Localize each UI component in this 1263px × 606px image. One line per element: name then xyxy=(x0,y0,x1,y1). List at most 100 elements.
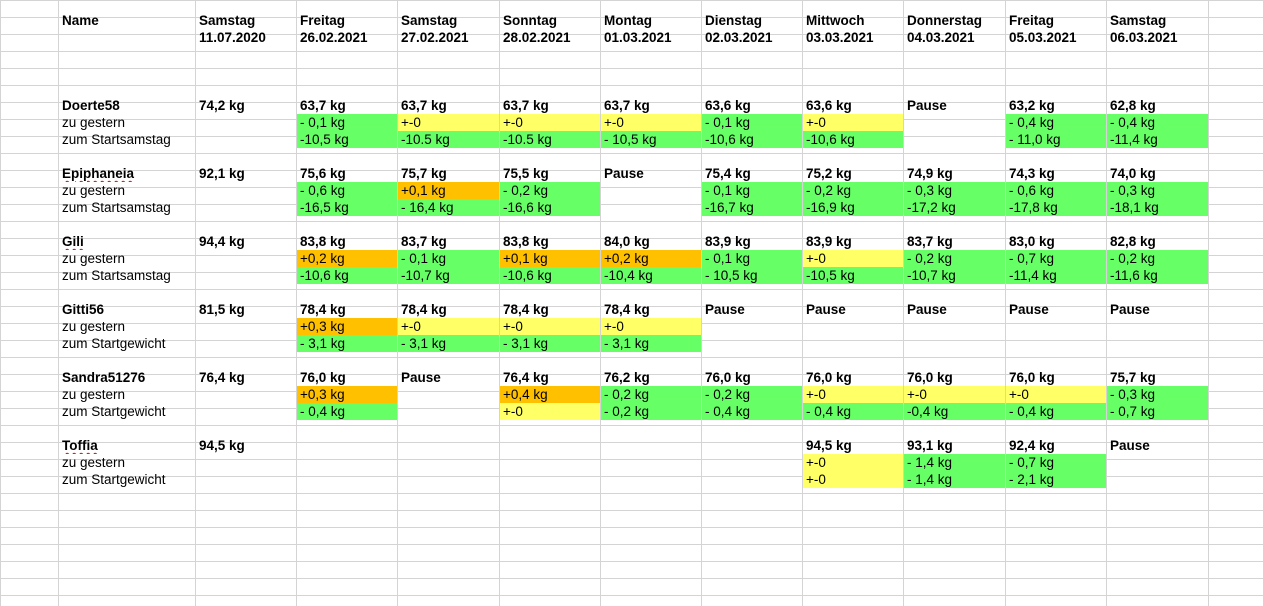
change-cell[interactable]: -18,1 kg xyxy=(1107,199,1208,216)
change-cell[interactable]: - 3,1 kg xyxy=(601,335,701,352)
change-cell[interactable]: - 0,4 kg xyxy=(297,403,397,420)
weight-cell[interactable]: 83,8 kg xyxy=(500,233,600,250)
change-cell[interactable]: -17,8 kg xyxy=(1006,199,1106,216)
header-date-cell[interactable]: 06.03.2021 xyxy=(1107,29,1208,46)
weight-cell[interactable]: 94,5 kg xyxy=(196,437,296,454)
change-cell[interactable]: +-0 xyxy=(601,114,701,131)
header-date-cell[interactable]: 11.07.2020 xyxy=(196,29,296,46)
change-cell[interactable]: -10,5 kg xyxy=(803,267,903,284)
header-day-cell[interactable]: Samstag xyxy=(196,12,296,29)
weight-cell[interactable]: 83,9 kg xyxy=(702,233,802,250)
change-cell[interactable]: -10,6 kg xyxy=(297,267,397,284)
weight-cell[interactable]: 62,8 kg xyxy=(1107,97,1208,114)
weight-cell[interactable]: 92,1 kg xyxy=(196,165,296,182)
header-day-cell[interactable]: Donnerstag xyxy=(904,12,1005,29)
weight-cell[interactable]: 75,7 kg xyxy=(398,165,499,182)
change-cell[interactable]: +0,3 kg xyxy=(297,386,397,403)
header-date-cell[interactable]: 01.03.2021 xyxy=(601,29,701,46)
person-name-cell[interactable]: Toffia xyxy=(59,437,195,454)
change-cell[interactable]: -16,9 kg xyxy=(803,199,903,216)
header-day-cell[interactable]: Samstag xyxy=(1107,12,1208,29)
change-cell[interactable]: - 0,2 kg xyxy=(1107,250,1208,267)
weight-cell[interactable]: 76,0 kg xyxy=(904,369,1005,386)
header-day-cell[interactable]: Mittwoch xyxy=(803,12,903,29)
weight-cell[interactable]: 75,2 kg xyxy=(803,165,903,182)
row-label-cell[interactable]: zu gestern xyxy=(59,114,195,131)
change-cell[interactable]: - 3,1 kg xyxy=(398,335,499,352)
weight-cell[interactable]: 63,7 kg xyxy=(398,97,499,114)
change-cell[interactable]: - 0,3 kg xyxy=(1107,386,1208,403)
change-cell[interactable]: - 1,4 kg xyxy=(904,454,1005,471)
weight-cell[interactable]: 83,7 kg xyxy=(904,233,1005,250)
change-cell[interactable]: - 0,1 kg xyxy=(297,114,397,131)
change-cell[interactable]: - 1,4 kg xyxy=(904,471,1005,488)
change-cell[interactable]: +0,2 kg xyxy=(297,250,397,267)
change-cell[interactable]: -10,5 kg xyxy=(297,131,397,148)
change-cell[interactable]: -10,4 kg xyxy=(601,267,701,284)
row-label-cell[interactable]: zum Startsamstag xyxy=(59,267,195,284)
change-cell[interactable]: -11,4 kg xyxy=(1006,267,1106,284)
header-date-cell[interactable]: 27.02.2021 xyxy=(398,29,499,46)
change-cell[interactable]: - 10,5 kg xyxy=(601,131,701,148)
change-cell[interactable]: - 0,4 kg xyxy=(702,403,802,420)
change-cell[interactable]: - 0,6 kg xyxy=(297,182,397,199)
weight-cell[interactable]: 76,4 kg xyxy=(500,369,600,386)
header-day-cell[interactable]: Montag xyxy=(601,12,701,29)
header-date-cell[interactable]: 04.03.2021 xyxy=(904,29,1005,46)
header-date-cell[interactable]: 05.03.2021 xyxy=(1006,29,1106,46)
change-cell[interactable]: +-0 xyxy=(398,318,499,335)
weight-cell[interactable]: 76,0 kg xyxy=(702,369,802,386)
weight-cell[interactable]: Pause xyxy=(601,165,701,182)
weight-cell[interactable]: Pause xyxy=(1107,437,1208,454)
weight-cell[interactable]: 63,2 kg xyxy=(1006,97,1106,114)
weight-cell[interactable]: 63,6 kg xyxy=(803,97,903,114)
weight-cell[interactable]: 78,4 kg xyxy=(601,301,701,318)
change-cell[interactable]: - 2,1 kg xyxy=(1006,471,1106,488)
change-cell[interactable]: - 0,4 kg xyxy=(1006,403,1106,420)
weight-cell[interactable]: 83,9 kg xyxy=(803,233,903,250)
header-name-cell[interactable]: Name xyxy=(59,12,195,29)
weight-cell[interactable]: 74,3 kg xyxy=(1006,165,1106,182)
change-cell[interactable]: - 0,2 kg xyxy=(601,386,701,403)
change-cell[interactable]: +-0 xyxy=(1006,386,1106,403)
weight-cell[interactable]: 76,2 kg xyxy=(601,369,701,386)
weight-cell[interactable]: 63,6 kg xyxy=(702,97,802,114)
weight-cell[interactable]: 76,0 kg xyxy=(1006,369,1106,386)
weight-cell[interactable]: Pause xyxy=(1006,301,1106,318)
change-cell[interactable]: +-0 xyxy=(803,471,903,488)
change-cell[interactable]: +0,4 kg xyxy=(500,386,600,403)
change-cell[interactable]: -11,4 kg xyxy=(1107,131,1208,148)
change-cell[interactable]: - 11,0 kg xyxy=(1006,131,1106,148)
person-name-cell[interactable]: Sandra51276 xyxy=(59,369,195,386)
change-cell[interactable]: - 0,3 kg xyxy=(1107,182,1208,199)
header-date-cell[interactable]: 26.02.2021 xyxy=(297,29,397,46)
change-cell[interactable]: -10.5 kg xyxy=(500,131,600,148)
change-cell[interactable]: - 0,7 kg xyxy=(1107,403,1208,420)
weight-cell[interactable]: Pause xyxy=(803,301,903,318)
row-label-cell[interactable]: zum Startsamstag xyxy=(59,131,195,148)
row-label-cell[interactable]: zum Startgewicht xyxy=(59,471,195,488)
change-cell[interactable]: -10,6 kg xyxy=(803,131,903,148)
row-label-cell[interactable]: zum Startgewicht xyxy=(59,403,195,420)
header-day-cell[interactable]: Dienstag xyxy=(702,12,802,29)
weight-cell[interactable]: 75,5 kg xyxy=(500,165,600,182)
weight-cell[interactable]: 74,9 kg xyxy=(904,165,1005,182)
change-cell[interactable]: - 0,1 kg xyxy=(702,114,802,131)
row-label-cell[interactable]: zu gestern xyxy=(59,386,195,403)
weight-cell[interactable]: 83,0 kg xyxy=(1006,233,1106,250)
header-day-cell[interactable]: Samstag xyxy=(398,12,499,29)
change-cell[interactable]: -16,6 kg xyxy=(500,199,600,216)
row-label-cell[interactable]: zu gestern xyxy=(59,250,195,267)
person-name-cell[interactable]: Gili xyxy=(59,233,195,250)
weight-cell[interactable]: 76,0 kg xyxy=(297,369,397,386)
change-cell[interactable]: -10,6 kg xyxy=(500,267,600,284)
weight-cell[interactable]: Pause xyxy=(702,301,802,318)
change-cell[interactable]: - 10,5 kg xyxy=(702,267,802,284)
weight-cell[interactable]: 76,0 kg xyxy=(803,369,903,386)
header-date-cell[interactable]: 28.02.2021 xyxy=(500,29,600,46)
change-cell[interactable]: - 0,4 kg xyxy=(1107,114,1208,131)
change-cell[interactable]: - 0,4 kg xyxy=(1006,114,1106,131)
weight-cell[interactable]: 84,0 kg xyxy=(601,233,701,250)
change-cell[interactable]: +0,3 kg xyxy=(297,318,397,335)
